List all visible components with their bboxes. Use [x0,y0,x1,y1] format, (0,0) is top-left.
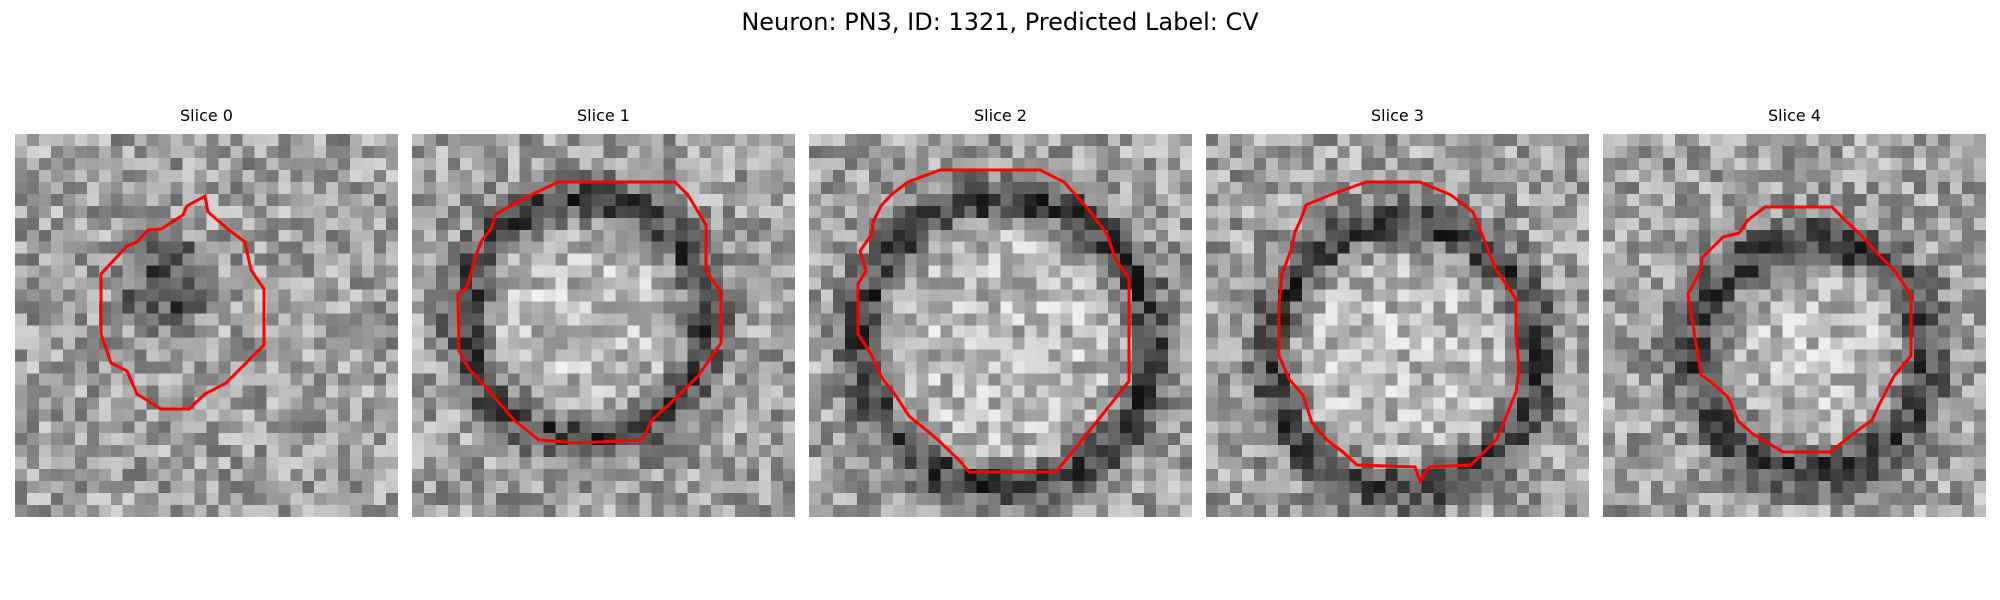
contour-outline [856,168,1131,474]
contour-outline [99,193,266,411]
contour-outline [456,180,723,445]
segmentation-contour [99,193,266,411]
slice-title: Slice 3 [1371,106,1424,125]
slice-title: Slice 2 [974,106,1027,125]
slice-image [412,134,795,517]
segmentation-contour [456,180,723,445]
grayscale-image [412,134,795,517]
slice-image [1206,134,1589,517]
figure-title: Neuron: PN3, ID: 1321, Predicted Label: … [741,8,1259,36]
slice-title: Slice 0 [180,106,233,125]
contour-outline [1686,205,1913,454]
segmentation-contour [1686,205,1913,454]
segmentation-contour [856,168,1131,474]
grayscale-image [1206,134,1589,517]
slice-title: Slice 4 [1768,106,1821,125]
slice-title: Slice 1 [577,106,630,125]
slice-image [15,134,398,517]
contour-outline [1277,180,1521,485]
slice-image [1603,134,1986,517]
slice-image [809,134,1192,517]
segmentation-contour [1277,180,1521,485]
